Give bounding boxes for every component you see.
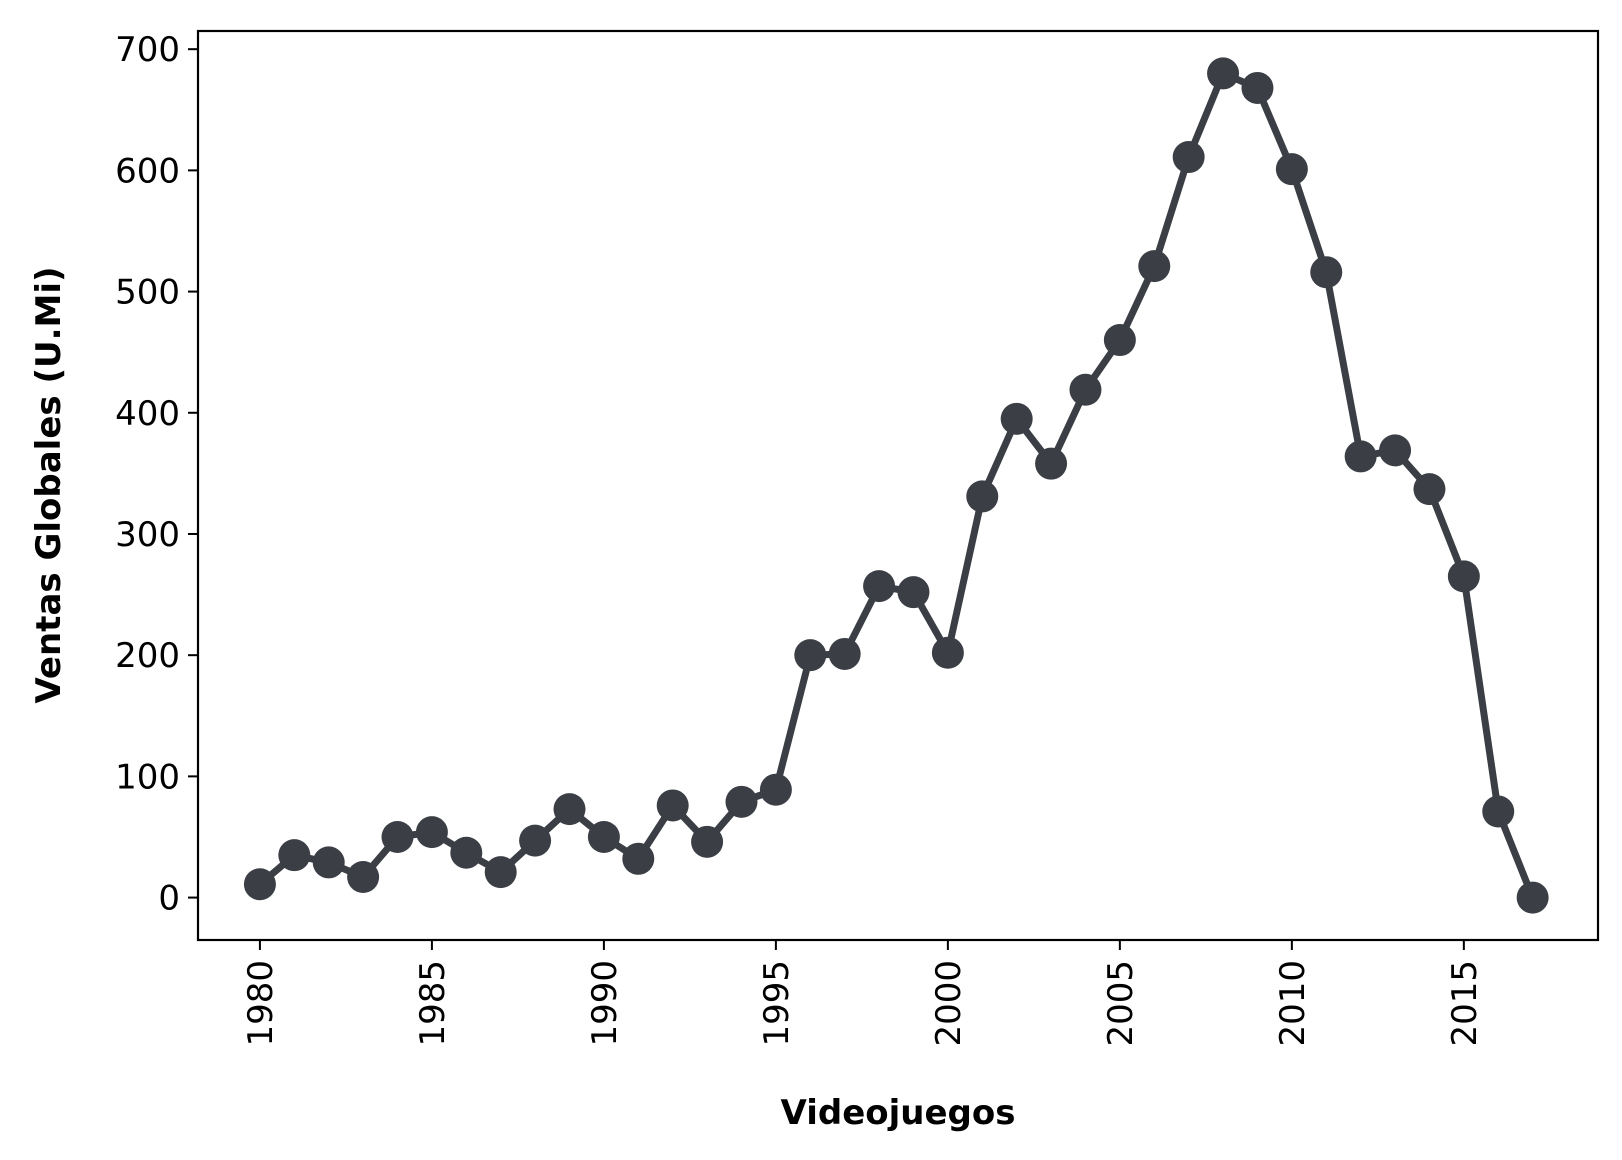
data-point xyxy=(243,868,276,901)
x-tick-label: 2010 xyxy=(1273,960,1313,1047)
data-point xyxy=(1103,324,1136,357)
data-point xyxy=(1241,71,1274,104)
x-tick-label: 1985 xyxy=(413,960,453,1047)
data-point xyxy=(1207,57,1240,90)
data-point xyxy=(415,816,448,849)
y-tick-label: 400 xyxy=(115,394,180,434)
data-point xyxy=(519,824,552,857)
data-point xyxy=(725,785,758,818)
y-tick-label: 100 xyxy=(115,757,180,797)
x-tick-label: 1990 xyxy=(585,960,625,1047)
y-tick-label: 700 xyxy=(115,30,180,70)
data-point xyxy=(656,789,689,822)
data-point xyxy=(759,773,792,806)
data-point xyxy=(1310,256,1343,289)
x-tick-label: 2005 xyxy=(1101,960,1141,1047)
y-tick-label: 300 xyxy=(115,515,180,555)
y-axis-title: Ventas Globales (U.Mi) xyxy=(29,266,69,703)
data-point xyxy=(794,639,827,672)
y-tick-label: 200 xyxy=(115,636,180,676)
data-point xyxy=(897,576,930,609)
x-axis-title: Videojuegos xyxy=(781,1093,1016,1133)
x-tick-label: 1995 xyxy=(757,960,797,1047)
data-point xyxy=(1379,434,1412,467)
data-point xyxy=(1172,141,1205,174)
data-point xyxy=(1516,881,1549,914)
data-point xyxy=(347,860,380,893)
data-point xyxy=(1344,440,1377,473)
data-point xyxy=(1275,153,1308,186)
data-point xyxy=(1035,447,1068,480)
plot-area xyxy=(196,29,1600,942)
data-point xyxy=(1000,402,1033,435)
data-point xyxy=(931,636,964,669)
data-point xyxy=(312,846,345,879)
data-point xyxy=(1447,560,1480,593)
data-point xyxy=(278,839,311,872)
y-tick-label: 600 xyxy=(115,151,180,191)
data-point xyxy=(1482,795,1515,828)
data-point xyxy=(381,820,414,853)
marks xyxy=(243,57,1549,914)
x-tick-label: 1980 xyxy=(241,960,281,1047)
data-point xyxy=(828,637,861,670)
data-point xyxy=(553,793,586,826)
data-point xyxy=(1069,373,1102,406)
data-point xyxy=(484,856,517,889)
data-point xyxy=(691,825,724,858)
data-point xyxy=(1138,250,1171,283)
y-tick-label: 500 xyxy=(115,273,180,313)
x-tick-label: 2015 xyxy=(1445,960,1485,1047)
data-point xyxy=(622,842,655,875)
data-point xyxy=(863,570,896,603)
data-point xyxy=(587,820,620,853)
data-point xyxy=(966,480,999,513)
x-tick-label: 2000 xyxy=(929,960,969,1047)
data-point xyxy=(450,836,483,869)
y-tick-label: 0 xyxy=(158,879,180,919)
ticks: 1980 1985 1990 1995 2000 2005 2010 2015 0 100 200 3… xyxy=(115,30,1485,1046)
data-point xyxy=(1413,473,1446,506)
